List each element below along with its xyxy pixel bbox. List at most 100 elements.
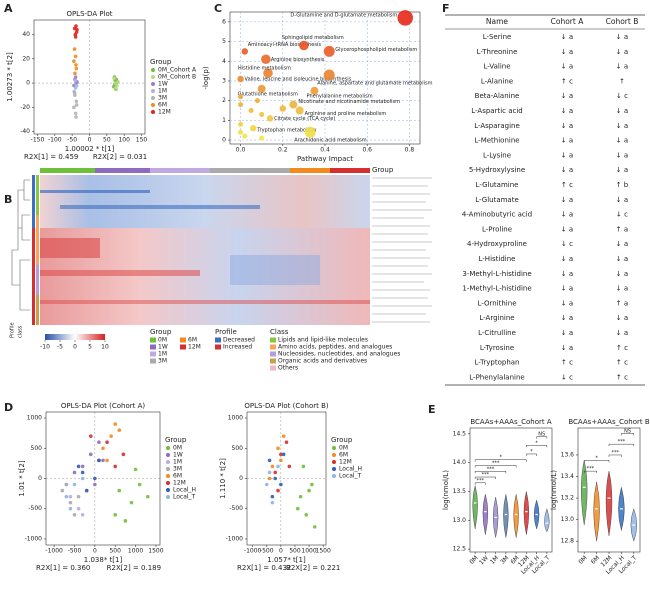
table-cell: ↓ a [616,270,628,278]
sig-label: * [535,440,538,446]
x-tick-label: 1M [489,555,500,566]
sig-bracket [583,460,610,463]
bubble-label: Glycerophospholipid metabolism [335,47,417,53]
legend-label: 1M [158,88,167,95]
table-cell: ↓ a [561,107,573,115]
x-tick-label: 0.0 [236,147,246,154]
legend-title: Profile [215,328,237,336]
table-cell: L-Proline [482,225,512,233]
legend-swatch [166,460,170,464]
point [72,59,76,64]
group-bar [330,168,370,173]
point [270,464,275,469]
point [74,24,78,28]
bubble-label: D-Glutamine and D-glutamate metabolism [290,12,397,18]
point [270,494,275,499]
table-header: Name [486,17,509,26]
legend-swatch [215,337,221,343]
point [76,464,81,469]
x-tick-label: 100 [118,137,130,144]
bubble [299,40,309,51]
profile-strip [32,175,35,228]
violin [605,471,613,536]
sig-label: *** [487,466,495,472]
table-cell: ↓ c [561,373,573,381]
row-labels-placeholder [372,177,432,323]
bubble [323,45,335,57]
table-cell: L-Lysine [483,151,511,159]
point [304,512,309,517]
y-tick-label: 4 [222,58,226,65]
table-cell: L-Glutamine [476,181,519,189]
point [270,500,275,505]
table-cell: ↑ c [616,344,628,352]
table-cell: Beta-Alanine [475,92,520,100]
legend-title: Group [165,436,187,444]
sig-label: NS [538,432,545,438]
table-cell: ↑ c [616,373,628,381]
point [72,512,77,517]
sig-bracket [474,465,517,468]
legend-label: 1M [173,459,182,466]
x-tick-label: -1000 [45,548,63,555]
legend-label: 3M [158,358,167,365]
x-tick-label: 1W [478,554,490,566]
point [276,488,280,493]
table-cell: ↓ a [561,270,573,278]
x-tick-label: 500 [289,548,301,555]
x-tick-label: 0 [279,548,283,555]
table-cell: L-Glutamate [475,196,519,204]
violin [544,508,550,533]
y-axis-label: log(nmol/L) [550,470,558,510]
point [72,47,77,51]
chart-title: OPLS-DA Plot (Cohort A) [61,402,146,410]
y-tick-label: 3 [222,77,226,84]
table-cell: L-Aspartic acid [471,107,523,115]
point [101,458,105,463]
point [72,482,77,487]
x-tick-label: 0.2 [278,147,288,154]
table-cell: ↓ a [561,285,573,293]
bubble [241,48,249,55]
legend-swatch [151,89,155,93]
legend-swatch [270,337,276,343]
legend-swatch [166,495,170,499]
x-tick-label: 1500 [148,548,163,555]
point [75,27,79,32]
legend-label: 6M [158,102,167,109]
point [137,482,142,487]
y-tick-label: 13.0 [561,516,575,523]
y-tick-label: -1000 [25,535,43,542]
group-bar [290,168,330,173]
legend-swatch [151,96,155,100]
point [267,458,272,463]
legend-label: 12M [339,459,352,466]
bubble [259,111,265,117]
legend-label: 1M [158,351,167,358]
legend-swatch [332,453,336,457]
bubble-label: Valine, leucine and isoleucine biosynthe… [245,76,352,82]
class-strip [36,265,39,295]
bubble [238,121,244,127]
table-cell: ↓ a [616,107,628,115]
table-cell: L-Phenylalanine [469,373,524,381]
x-tick-label: -500 [68,548,82,555]
bubble [263,68,273,78]
legend-label: 0M [158,337,167,344]
table-cell: ↓ c [561,240,573,248]
legend-swatch [270,344,276,350]
point [68,506,73,511]
legend-label: Decreased [223,337,255,344]
y-axis-label: log(nmol/L) [442,470,450,510]
table-cell: ↓ a [616,240,628,248]
bubble-label: Arginine and proline metabolism [305,111,387,117]
legend-swatch [332,467,336,471]
x-axis-label: 1.00002 * t[1] [65,145,115,153]
heatmap-band [40,190,150,193]
y-tick-label: 500 [232,445,244,452]
side-label: Profile [10,322,16,338]
legend-swatch [151,110,155,114]
heatmap-band [60,205,260,209]
y-tick-label: 12.5 [453,546,467,553]
y-tick-label: 1000 [27,415,42,422]
